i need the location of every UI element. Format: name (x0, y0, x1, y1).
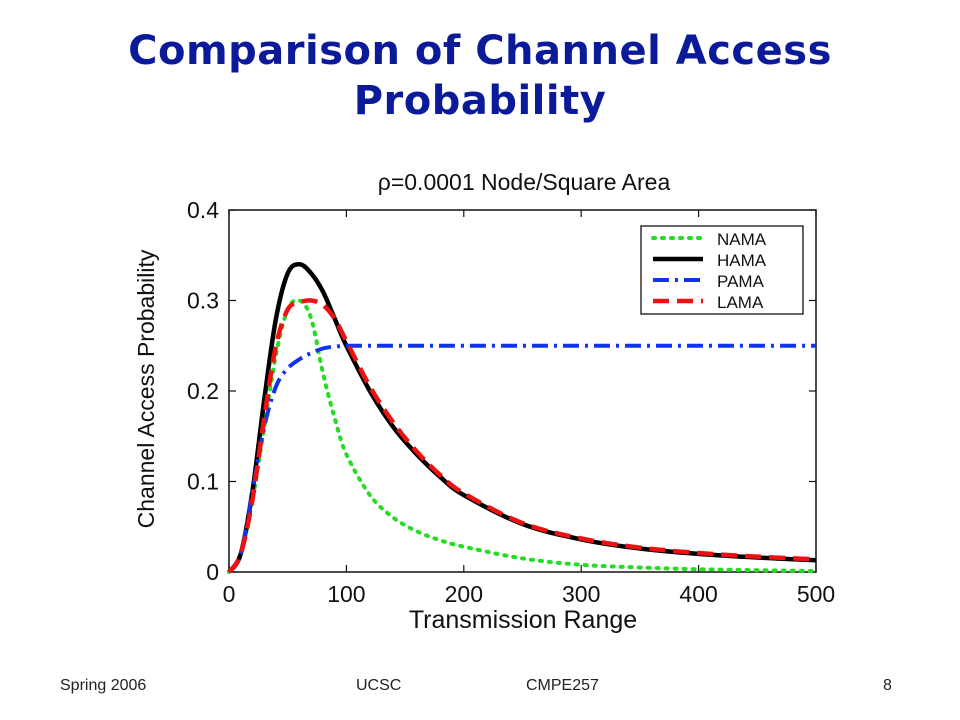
x-tick-label-500: 500 (797, 581, 835, 607)
footer-left: Spring 2006 (60, 677, 147, 694)
legend-label-nama: NAMA (717, 230, 767, 249)
y-axis-label: Channel Access Probability (133, 249, 159, 528)
footer-page-number: 8 (883, 677, 892, 694)
y-tick-label-0: 0 (206, 559, 219, 585)
y-tick-label-0.3: 0.3 (187, 288, 219, 314)
x-tick-label-300: 300 (562, 581, 600, 607)
x-axis-label: Transmission Range (409, 606, 637, 634)
slide-title-line-2: Probability (353, 78, 607, 124)
series-line-lama (227, 298, 817, 574)
chart-title: ρ=0.0001 Node/Square Area (378, 169, 671, 195)
series-line-pama (227, 343, 816, 574)
slide-title-line-1: Comparison of Channel Access (128, 28, 832, 74)
slide-title: Comparison of Channel Access Probability (0, 26, 960, 126)
footer-center: UCSC (356, 677, 402, 694)
legend-label-pama: PAMA (717, 272, 765, 291)
y-tick-label-0.1: 0.1 (187, 469, 219, 495)
x-tick-label-200: 200 (445, 581, 483, 607)
x-tick-label-0: 0 (223, 581, 236, 607)
x-tick-label-400: 400 (679, 581, 717, 607)
legend-label-hama: HAMA (717, 251, 767, 270)
x-tick-label-100: 100 (327, 581, 365, 607)
y-tick-label-0.2: 0.2 (187, 378, 219, 404)
series-line-nama (227, 298, 818, 574)
y-tick-label-0.4: 0.4 (187, 197, 219, 223)
footer-course: CMPE257 (526, 677, 599, 694)
legend-label-lama: LAMA (717, 293, 764, 312)
